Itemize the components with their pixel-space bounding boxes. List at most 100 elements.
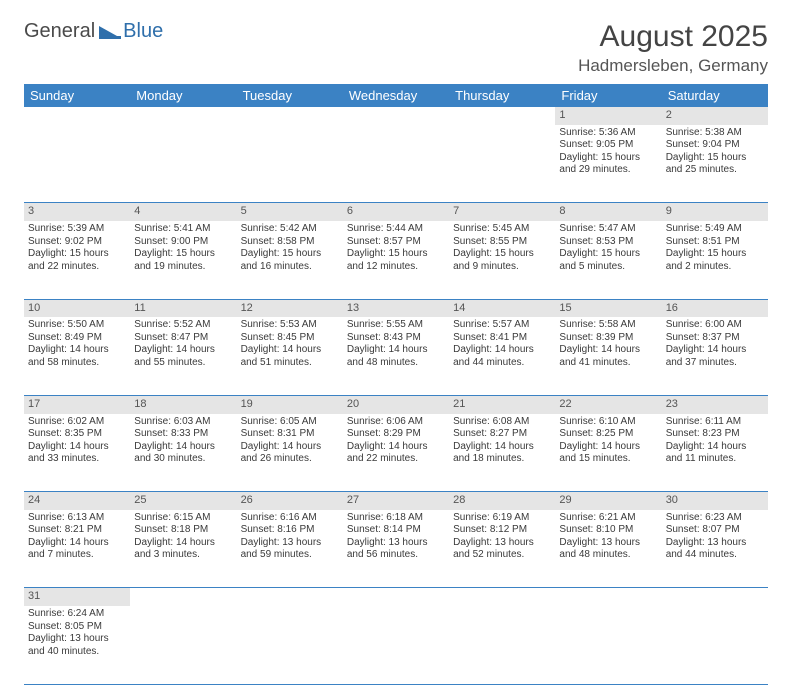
day-content-cell: Sunrise: 5:50 AMSunset: 8:49 PMDaylight:… [24, 317, 130, 395]
day-content-cell: Sunrise: 6:02 AMSunset: 8:35 PMDaylight:… [24, 414, 130, 492]
day-number-cell: 16 [662, 299, 768, 317]
day-number-cell: 23 [662, 395, 768, 413]
sunrise-line: Sunrise: 5:36 AM [559, 127, 657, 140]
daylight-line: Daylight: 14 hours and 41 minutes. [559, 344, 657, 369]
daylight-line: Daylight: 14 hours and 22 minutes. [347, 441, 445, 466]
day-number-cell: 1 [555, 107, 661, 125]
content-row: Sunrise: 6:24 AMSunset: 8:05 PMDaylight:… [24, 606, 768, 684]
content-row: Sunrise: 6:13 AMSunset: 8:21 PM Daylight:… [24, 510, 768, 588]
daylight-line: Daylight: 14 hours and 58 minutes. [28, 344, 126, 369]
day-content-cell: Sunrise: 5:49 AMSunset: 8:51 PMDaylight:… [662, 221, 768, 299]
day-content-cell: Sunrise: 6:21 AMSunset: 8:10 PMDaylight:… [555, 510, 661, 588]
sunset-line: Sunset: 8:29 PM [347, 428, 445, 441]
day-number-cell [343, 107, 449, 125]
day-content-cell: Sunrise: 5:52 AMSunset: 8:47 PMDaylight:… [130, 317, 236, 395]
sunrise-line: Sunrise: 5:57 AM [453, 319, 551, 332]
sunrise-line: Sunrise: 6:24 AM [28, 608, 126, 621]
daylight-line: Daylight: 15 hours and 9 minutes. [453, 248, 551, 273]
day-header-row: SundayMondayTuesdayWednesdayThursdayFrid… [24, 84, 768, 107]
daylight-line: Daylight: 13 hours and 59 minutes. [241, 537, 339, 562]
day-content-cell: Sunrise: 5:58 AMSunset: 8:39 PMDaylight:… [555, 317, 661, 395]
sunset-line: Sunset: 8:58 PM [241, 236, 339, 249]
day-number-cell: 4 [130, 203, 236, 221]
day-number-cell: 25 [130, 492, 236, 510]
daylight-line: Daylight: 14 hours and 30 minutes. [134, 441, 232, 466]
day-content-cell: Sunrise: 5:41 AMSunset: 9:00 PMDaylight:… [130, 221, 236, 299]
sunrise-line: Sunrise: 6:06 AM [347, 416, 445, 429]
day-content-cell [237, 606, 343, 684]
sunrise-line: Sunrise: 6:11 AM [666, 416, 764, 429]
day-content-cell: Sunrise: 5:44 AMSunset: 8:57 PMDaylight:… [343, 221, 449, 299]
sunset-line: Sunset: 9:00 PM [134, 236, 232, 249]
sunrise-line: Sunrise: 6:15 AM [134, 512, 232, 525]
day-content-cell: Sunrise: 6:08 AMSunset: 8:27 PMDaylight:… [449, 414, 555, 492]
day-number-cell: 26 [237, 492, 343, 510]
day-number-cell: 21 [449, 395, 555, 413]
daylight-line: Daylight: 13 hours and 44 minutes. [666, 537, 764, 562]
sunrise-line: Sunrise: 6:02 AM [28, 416, 126, 429]
day-content-cell: Sunrise: 6:19 AMSunset: 8:12 PMDaylight:… [449, 510, 555, 588]
day-number-cell: 11 [130, 299, 236, 317]
daylight-line: Daylight: 13 hours and 40 minutes. [28, 633, 126, 658]
day-content-cell [130, 125, 236, 203]
day-number-cell [555, 588, 661, 606]
sunrise-line: Sunrise: 5:42 AM [241, 223, 339, 236]
sunset-line: Sunset: 8:43 PM [347, 332, 445, 345]
sunset-line: Sunset: 8:53 PM [559, 236, 657, 249]
day-number-cell: 9 [662, 203, 768, 221]
sunset-line: Sunset: 8:21 PM [28, 524, 126, 537]
daylight-line: Daylight: 13 hours and 48 minutes. [559, 537, 657, 562]
logo-text-1: General [24, 20, 95, 43]
content-row: Sunrise: 5:36 AMSunset: 9:05 PMDaylight:… [24, 125, 768, 203]
day-header: Saturday [662, 84, 768, 107]
sunset-line: Sunset: 8:07 PM [666, 524, 764, 537]
sunrise-line: Sunrise: 5:58 AM [559, 319, 657, 332]
day-content-cell: Sunrise: 5:45 AMSunset: 8:55 PMDaylight:… [449, 221, 555, 299]
sunset-line: Sunset: 9:02 PM [28, 236, 126, 249]
day-number-cell: 8 [555, 203, 661, 221]
day-number-cell [130, 107, 236, 125]
sunset-line: Sunset: 8:35 PM [28, 428, 126, 441]
sunset-line: Sunset: 9:04 PM [666, 139, 764, 152]
sunrise-line: Sunrise: 6:18 AM [347, 512, 445, 525]
day-content-cell: Sunrise: 5:47 AMSunset: 8:53 PMDaylight:… [555, 221, 661, 299]
day-number-cell: 29 [555, 492, 661, 510]
daylight-line: Daylight: 14 hours and 44 minutes. [453, 344, 551, 369]
day-header: Monday [130, 84, 236, 107]
sunset-line: Sunset: 8:14 PM [347, 524, 445, 537]
daylight-line: Daylight: 14 hours and 18 minutes. [453, 441, 551, 466]
day-content-cell: Sunrise: 6:18 AMSunset: 8:14 PMDaylight:… [343, 510, 449, 588]
day-number-cell: 7 [449, 203, 555, 221]
day-number-cell: 6 [343, 203, 449, 221]
daynum-row: 12 [24, 107, 768, 125]
sunset-line: Sunset: 8:45 PM [241, 332, 339, 345]
day-number-cell: 14 [449, 299, 555, 317]
day-number-cell [24, 107, 130, 125]
day-content-cell: Sunrise: 5:36 AMSunset: 9:05 PMDaylight:… [555, 125, 661, 203]
day-content-cell [662, 606, 768, 684]
sunrise-line: Sunrise: 6:13 AM [28, 512, 126, 525]
day-content-cell: Sunrise: 5:55 AMSunset: 8:43 PMDaylight:… [343, 317, 449, 395]
sunset-line: Sunset: 8:25 PM [559, 428, 657, 441]
content-row: Sunrise: 5:39 AMSunset: 9:02 PMDaylight:… [24, 221, 768, 299]
calendar-table: SundayMondayTuesdayWednesdayThursdayFrid… [24, 84, 768, 685]
sunset-line: Sunset: 8:05 PM [28, 621, 126, 634]
sunset-line: Sunset: 8:55 PM [453, 236, 551, 249]
sunset-line: Sunset: 8:27 PM [453, 428, 551, 441]
day-header: Tuesday [237, 84, 343, 107]
day-number-cell: 19 [237, 395, 343, 413]
daylight-line: Daylight: 14 hours and 37 minutes. [666, 344, 764, 369]
sunrise-line: Sunrise: 6:03 AM [134, 416, 232, 429]
daynum-row: 10111213141516 [24, 299, 768, 317]
day-number-cell [449, 588, 555, 606]
daylight-line: Daylight: 14 hours and 51 minutes. [241, 344, 339, 369]
day-number-cell: 5 [237, 203, 343, 221]
day-content-cell: Sunrise: 5:57 AMSunset: 8:41 PMDaylight:… [449, 317, 555, 395]
daylight-line: Daylight: 14 hours and 55 minutes. [134, 344, 232, 369]
header: General Blue August 2025 Hadmersleben, G… [24, 20, 768, 76]
daylight-line: Daylight: 14 hours and 26 minutes. [241, 441, 339, 466]
daylight-line: Daylight: 15 hours and 12 minutes. [347, 248, 445, 273]
daynum-row: 17181920212223 [24, 395, 768, 413]
content-row: Sunrise: 5:50 AMSunset: 8:49 PMDaylight:… [24, 317, 768, 395]
day-content-cell: Sunrise: 6:05 AMSunset: 8:31 PMDaylight:… [237, 414, 343, 492]
